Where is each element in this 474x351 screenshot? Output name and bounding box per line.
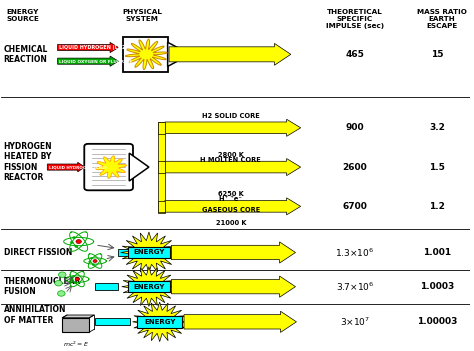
- Text: 15: 15: [431, 50, 443, 59]
- Bar: [158, 122, 165, 134]
- Polygon shape: [121, 232, 177, 273]
- Polygon shape: [133, 302, 187, 342]
- FancyBboxPatch shape: [62, 318, 90, 332]
- Text: H2 SOLID CORE: H2 SOLID CORE: [202, 113, 260, 119]
- FancyBboxPatch shape: [123, 37, 168, 72]
- Circle shape: [73, 237, 75, 239]
- FancyBboxPatch shape: [137, 316, 182, 327]
- FancyArrow shape: [165, 159, 301, 176]
- Text: THEORETICAL
SPECIFIC
IMPULSE (sec): THEORETICAL SPECIFIC IMPULSE (sec): [326, 9, 384, 29]
- Polygon shape: [96, 156, 127, 178]
- Text: 2800 K: 2800 K: [218, 152, 244, 158]
- Polygon shape: [125, 39, 167, 69]
- Text: H⁺ ⁺e⁻: H⁺ ⁺e⁻: [219, 196, 242, 202]
- Circle shape: [70, 241, 73, 244]
- Text: HYDROGEN
HEATED BY
FISSION
REACTOR: HYDROGEN HEATED BY FISSION REACTOR: [4, 142, 52, 182]
- Text: 465: 465: [346, 50, 365, 59]
- FancyArrow shape: [169, 44, 291, 65]
- Text: 900: 900: [346, 123, 365, 132]
- Text: ANNIHILATION
OF MATTER: ANNIHILATION OF MATTER: [4, 305, 66, 325]
- Text: ENERGY: ENERGY: [133, 284, 164, 290]
- Bar: [95, 318, 130, 325]
- FancyArrow shape: [57, 56, 118, 66]
- Bar: [158, 200, 165, 212]
- Text: $3{\times}10^7$: $3{\times}10^7$: [340, 316, 370, 328]
- Polygon shape: [122, 267, 176, 306]
- Circle shape: [58, 272, 66, 277]
- Bar: [95, 283, 118, 290]
- Circle shape: [73, 275, 75, 277]
- Text: ENERGY: ENERGY: [144, 319, 175, 325]
- Text: 1.0003: 1.0003: [420, 282, 454, 291]
- Text: PHYSICAL
SYSTEM: PHYSICAL SYSTEM: [122, 9, 162, 22]
- FancyArrow shape: [172, 242, 295, 263]
- FancyArrow shape: [165, 119, 301, 136]
- Circle shape: [91, 257, 93, 259]
- Circle shape: [93, 259, 97, 263]
- Text: LIQUID HYDROGEN (LH2): LIQUID HYDROGEN (LH2): [59, 45, 128, 50]
- Text: DIRECT FISSION: DIRECT FISSION: [4, 248, 72, 257]
- Text: H MOLTEN CORE: H MOLTEN CORE: [201, 157, 261, 163]
- FancyArrow shape: [172, 276, 295, 297]
- Bar: [158, 122, 165, 212]
- Text: ENERGY
SOURCE: ENERGY SOURCE: [6, 9, 39, 22]
- Circle shape: [57, 291, 65, 296]
- Text: MASS RATIO
EARTH
ESCAPE: MASS RATIO EARTH ESCAPE: [417, 9, 466, 29]
- Polygon shape: [168, 42, 190, 66]
- Circle shape: [75, 278, 79, 281]
- Text: LIQUID OXYGEN OR FLUORINE: LIQUID OXYGEN OR FLUORINE: [59, 59, 132, 63]
- Text: 1.00003: 1.00003: [417, 317, 457, 326]
- Text: $mc^2 = E$: $mc^2 = E$: [63, 340, 90, 349]
- Circle shape: [75, 245, 78, 247]
- Circle shape: [55, 280, 62, 286]
- Text: 6700: 6700: [343, 202, 367, 211]
- FancyBboxPatch shape: [128, 281, 170, 292]
- FancyArrow shape: [47, 162, 85, 172]
- Text: LIQUID HYDROGEN (LH2): LIQUID HYDROGEN (LH2): [49, 165, 107, 169]
- Polygon shape: [129, 153, 149, 181]
- FancyArrow shape: [57, 42, 118, 53]
- Text: 21000 K: 21000 K: [216, 220, 246, 226]
- Text: 6250 K: 6250 K: [218, 192, 244, 198]
- Circle shape: [74, 282, 77, 284]
- Circle shape: [92, 264, 94, 265]
- Text: 3.2: 3.2: [429, 123, 445, 132]
- Text: ENERGY: ENERGY: [133, 250, 164, 256]
- FancyArrow shape: [165, 198, 301, 215]
- Text: 1.2: 1.2: [429, 202, 445, 211]
- Text: 1.001: 1.001: [423, 248, 451, 257]
- Polygon shape: [62, 315, 94, 318]
- Text: THERMONUCLEAR
FUSION: THERMONUCLEAR FUSION: [4, 277, 81, 296]
- Bar: [158, 161, 165, 173]
- Text: 1.5: 1.5: [429, 163, 445, 172]
- FancyBboxPatch shape: [84, 144, 133, 190]
- Circle shape: [76, 240, 82, 244]
- FancyArrow shape: [184, 311, 296, 332]
- Bar: [118, 249, 136, 256]
- FancyBboxPatch shape: [128, 247, 170, 258]
- Circle shape: [89, 261, 91, 263]
- Text: $3.7{\times}10^6$: $3.7{\times}10^6$: [336, 280, 374, 293]
- Text: GASEOUS CORE: GASEOUS CORE: [202, 207, 260, 213]
- Text: 2600: 2600: [343, 163, 367, 172]
- Circle shape: [71, 279, 73, 281]
- Text: CHEMICAL
REACTION: CHEMICAL REACTION: [4, 45, 48, 64]
- Text: $1.3{\times}10^6$: $1.3{\times}10^6$: [336, 246, 374, 259]
